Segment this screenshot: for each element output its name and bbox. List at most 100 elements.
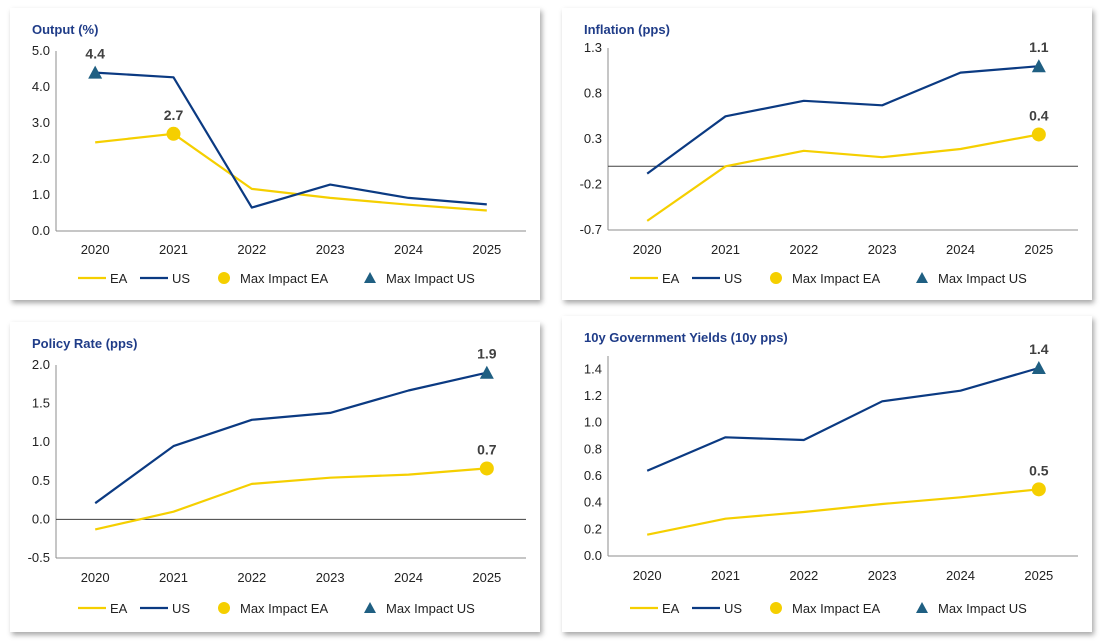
x-tick-label: 2023 — [868, 568, 897, 583]
y-tick-label: 1.4 — [584, 361, 602, 376]
legend-item-label: EA — [110, 271, 128, 286]
legend-swatch — [916, 602, 928, 613]
y-tick-label: 1.2 — [584, 388, 602, 403]
y-tick-label: 1.3 — [584, 40, 602, 55]
y-tick-label: 1.0 — [584, 415, 602, 430]
max-impact-ea-marker — [1031, 127, 1046, 142]
y-tick-label: 2.0 — [32, 357, 50, 372]
legend-item-label: US — [724, 601, 742, 616]
max-impact-ea-marker — [479, 461, 494, 476]
x-tick-label: 2024 — [394, 242, 423, 257]
y-tick-label: 1.0 — [32, 434, 50, 449]
y-tick-label: 2.0 — [32, 151, 50, 166]
chart-title: Inflation (pps) — [584, 22, 670, 37]
x-tick-label: 2022 — [237, 242, 266, 257]
x-tick-label: 2023 — [868, 242, 897, 257]
data-label: 0.7 — [477, 441, 497, 457]
x-tick-label: 2024 — [946, 242, 975, 257]
x-tick-label: 2023 — [316, 570, 345, 585]
data-label: 0.4 — [1029, 107, 1049, 123]
series-line-us — [646, 366, 1040, 472]
y-tick-label: 0.6 — [584, 468, 602, 483]
x-tick-label: 2025 — [472, 242, 501, 257]
x-tick-label: 2021 — [159, 570, 188, 585]
x-tick-label: 2025 — [1024, 568, 1053, 583]
x-tick-label: 2022 — [789, 242, 818, 257]
x-tick-label: 2021 — [159, 242, 188, 257]
legend-item-label: Max Impact EA — [240, 601, 328, 616]
y-tick-label: 0.4 — [584, 495, 602, 510]
legend-item-label: EA — [662, 601, 680, 616]
y-tick-label: 0.5 — [32, 473, 50, 488]
legend-item-label: EA — [662, 271, 680, 286]
yields-chart: 1.4 1.2 1.0 0.8 0.6 0.4 0.2 0.0 2020 2021 2022 2023… — [584, 341, 1078, 616]
x-tick-label: 2021 — [711, 568, 740, 583]
data-label: 0.5 — [1029, 462, 1049, 478]
y-tick-label: 0.0 — [584, 548, 602, 563]
y-tick-label: 0.2 — [584, 521, 602, 536]
max-impact-us-marker — [1031, 59, 1046, 73]
series-line-ea — [94, 467, 487, 531]
y-tick-label: -0.2 — [580, 177, 602, 192]
x-tick-label: 2024 — [394, 570, 423, 585]
legend-item-label: EA — [110, 601, 128, 616]
policy-rate-chart-panel: Policy Rate (pps) 2.0 1.5 1.0 0.5 0.0 -0.5 202… — [10, 322, 540, 632]
x-tick-label: 2020 — [81, 242, 110, 257]
max-impact-ea-marker — [1031, 482, 1046, 497]
policy-rate-chart: 2.0 1.5 1.0 0.5 0.0 -0.5 2020 2021 2022 2023 2024 2… — [28, 346, 526, 616]
series-line-us — [95, 71, 487, 209]
legend-swatch — [770, 272, 782, 284]
series-line-us — [646, 65, 1039, 175]
data-label: 2.7 — [164, 107, 184, 123]
output-chart-panel: Output (%) 5.0 4.0 3.0 2.0 1.0 0.0 2020 2021 202… — [10, 8, 540, 300]
y-tick-label: -0.5 — [28, 550, 50, 565]
legend-item-label: US — [172, 601, 190, 616]
inflation-chart-panel: Inflation (pps) 1.3 0.8 0.3 -0.2 -0.7 2020 202… — [562, 8, 1092, 300]
legend-item-label: Max Impact US — [938, 271, 1027, 286]
data-label: 1.4 — [1029, 341, 1049, 357]
legend-item-label: Max Impact EA — [240, 271, 328, 286]
x-tick-label: 2021 — [711, 242, 740, 257]
y-tick-label: 0.3 — [584, 131, 602, 146]
legend-swatch — [218, 272, 230, 284]
yields-chart-panel: 10y Government Yields (10y pps) 1.4 1.2 1.… — [562, 316, 1092, 632]
chart-title: 10y Government Yields (10y pps) — [584, 330, 788, 345]
series-line-ea — [646, 133, 1040, 222]
x-tick-label: 2020 — [633, 242, 662, 257]
inflation-chart: 1.3 0.8 0.3 -0.2 -0.7 2020 2021 2022 2023 2024 202… — [580, 39, 1078, 286]
x-tick-label: 2023 — [316, 242, 345, 257]
y-tick-label: 0.8 — [584, 441, 602, 456]
legend-item-label: US — [724, 271, 742, 286]
x-tick-label: 2025 — [472, 570, 501, 585]
legend-swatch — [916, 272, 928, 283]
legend-swatch — [770, 602, 782, 614]
data-label: 4.4 — [85, 46, 105, 62]
series-line-ea — [646, 488, 1039, 536]
y-tick-label: 1.5 — [32, 396, 50, 411]
x-tick-label: 2020 — [81, 570, 110, 585]
max-impact-us-marker — [88, 65, 103, 79]
series-line-us — [94, 371, 488, 505]
x-tick-label: 2025 — [1024, 242, 1053, 257]
chart-title: Output (%) — [32, 22, 99, 37]
legend-item-label: Max Impact US — [386, 601, 475, 616]
legend-swatch — [218, 602, 230, 614]
max-impact-us-marker — [479, 365, 494, 379]
y-tick-label: 4.0 — [32, 79, 50, 94]
x-tick-label: 2022 — [789, 568, 818, 583]
y-tick-label: 3.0 — [32, 115, 50, 130]
legend-item-label: Max Impact US — [386, 271, 475, 286]
x-tick-label: 2024 — [946, 568, 975, 583]
x-tick-label: 2022 — [237, 570, 266, 585]
legend-item-label: US — [172, 271, 190, 286]
legend-swatch — [364, 272, 376, 283]
chart-title: Policy Rate (pps) — [32, 336, 138, 351]
y-tick-label: 0.0 — [32, 223, 50, 238]
max-impact-ea-marker — [166, 126, 181, 141]
max-impact-us-marker — [1031, 361, 1046, 374]
y-tick-label: -0.7 — [580, 222, 602, 237]
data-label: 1.9 — [477, 346, 497, 362]
legend-item-label: Max Impact US — [938, 601, 1027, 616]
data-label: 1.1 — [1029, 39, 1049, 55]
legend-item-label: Max Impact EA — [792, 271, 880, 286]
